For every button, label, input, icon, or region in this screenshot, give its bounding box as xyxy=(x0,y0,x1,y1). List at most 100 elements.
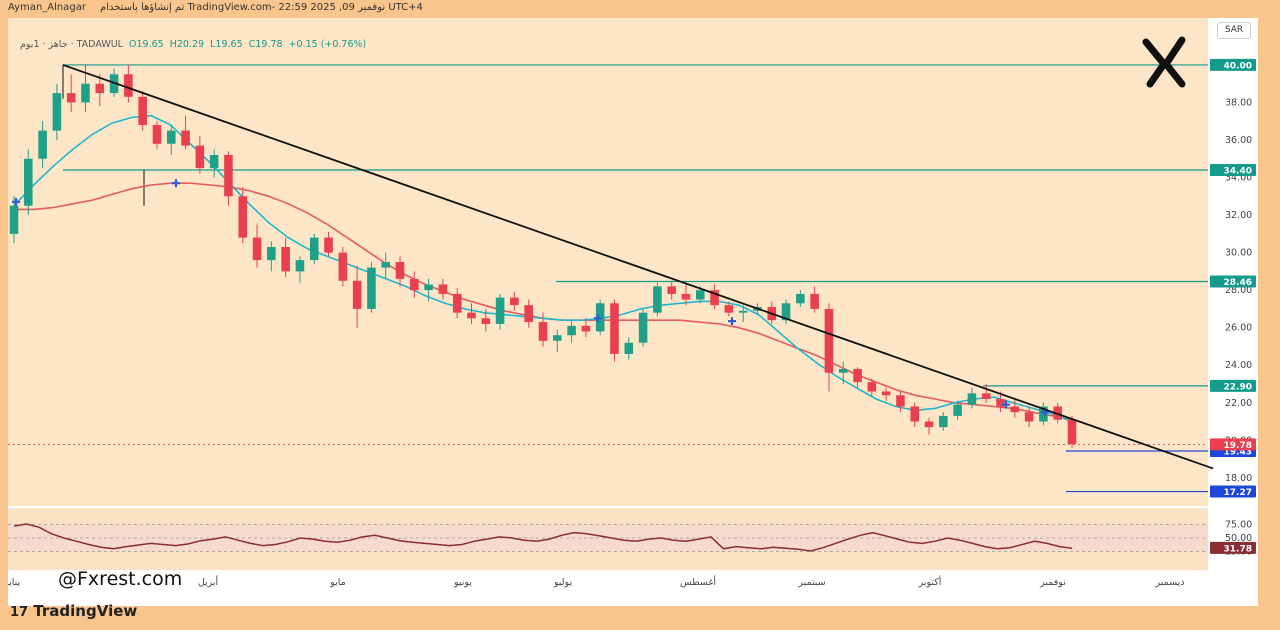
candle xyxy=(238,186,248,244)
candle xyxy=(438,278,448,300)
candle xyxy=(581,318,591,338)
candle xyxy=(52,83,62,140)
x-axis-label: ديسمبر xyxy=(1155,577,1185,588)
candle xyxy=(295,256,305,283)
x-axis-label: مايو xyxy=(329,577,346,588)
candle xyxy=(738,305,748,323)
candle-body xyxy=(781,303,791,321)
candle xyxy=(338,246,348,287)
candle xyxy=(138,91,147,131)
candle xyxy=(209,149,219,178)
candle xyxy=(9,196,19,244)
candle-body xyxy=(424,284,433,291)
candle xyxy=(38,121,47,169)
candle-body xyxy=(281,246,290,272)
x-axis-label: أبريل xyxy=(198,575,219,588)
tradingview-brand: 17 TradingView xyxy=(10,602,137,620)
candle xyxy=(853,367,862,388)
y-tick-label: 30.00 xyxy=(1225,248,1252,259)
candle xyxy=(824,303,834,392)
candle-body xyxy=(238,196,248,238)
candle-body xyxy=(1039,406,1048,422)
candle xyxy=(66,74,76,112)
candle-body xyxy=(567,325,576,336)
candle-body xyxy=(252,237,262,261)
cross-marker xyxy=(594,314,602,323)
candle xyxy=(967,387,977,409)
candle-body xyxy=(1067,419,1077,445)
x-axis-label: نوفمبر xyxy=(1039,577,1066,588)
candle-body xyxy=(438,284,448,294)
candle-body xyxy=(524,305,533,323)
candle-body xyxy=(738,310,748,313)
candle-body xyxy=(810,293,819,309)
price-level-tag xyxy=(1210,164,1256,177)
candle xyxy=(653,282,662,317)
candle xyxy=(567,320,576,343)
candle xyxy=(867,378,877,398)
price-level-label: 34.40 xyxy=(1224,167,1252,177)
candle-body xyxy=(195,145,205,169)
chart-panel[interactable]: 38.00 36.00 34.00 32.00 30.00 28.00 26.00 24.00… xyxy=(8,18,1258,606)
candle xyxy=(896,391,905,413)
candle-body xyxy=(867,382,877,392)
candle-body xyxy=(924,421,934,428)
candle-body xyxy=(410,278,419,291)
symbol-label: جاهز · 1يوم · TADAWUL xyxy=(20,39,123,50)
candle xyxy=(267,241,276,272)
candle-body xyxy=(881,391,891,396)
candle xyxy=(410,271,419,298)
candle xyxy=(524,299,533,328)
candle-body xyxy=(452,293,462,313)
currency-button[interactable]: SAR xyxy=(1217,22,1251,39)
candle-body xyxy=(267,246,276,261)
candle-body xyxy=(295,260,305,272)
price-level-label: 17.27 xyxy=(1224,488,1252,498)
price-level-label: 22.90 xyxy=(1224,382,1252,392)
candle-body xyxy=(624,342,634,354)
candle-body xyxy=(124,74,133,97)
y-tick-label: 28.00 xyxy=(1225,285,1252,296)
cross-marker xyxy=(172,179,180,188)
candle xyxy=(352,265,362,328)
candle-body xyxy=(724,305,734,313)
candle xyxy=(810,286,819,313)
candle xyxy=(1067,415,1077,448)
candle xyxy=(281,237,290,278)
candle xyxy=(710,284,719,309)
candle-body xyxy=(896,395,905,407)
cross-marker xyxy=(728,317,736,326)
price-chart[interactable]: 38.00 36.00 34.00 32.00 30.00 28.00 26.00 24.00… xyxy=(8,18,1258,606)
candle xyxy=(367,262,376,313)
brand-x-logo xyxy=(1142,36,1186,88)
price-level-label: 19.43 xyxy=(1224,448,1252,458)
candle-body xyxy=(653,286,662,313)
last-price-label: 19.78 xyxy=(1224,441,1252,451)
candle-body xyxy=(224,155,233,197)
y-tick-label: 22.00 xyxy=(1225,398,1252,409)
y-tick-label: 36.00 xyxy=(1225,135,1252,146)
price-level-tag xyxy=(1210,58,1256,71)
candle xyxy=(152,121,162,150)
candle-body xyxy=(824,308,834,373)
candle xyxy=(939,412,948,431)
candle xyxy=(538,312,548,347)
y-tick-label: 18.00 xyxy=(1225,473,1252,484)
x-axis-label: أكتوبر xyxy=(918,575,942,588)
candle xyxy=(166,124,176,156)
y-tick-label: 34.00 xyxy=(1225,173,1252,184)
price-level-label: 28.46 xyxy=(1224,278,1252,288)
candle xyxy=(181,115,190,150)
candle xyxy=(981,384,991,403)
change-value: +0.15 (+0.76%) xyxy=(288,39,367,50)
brand-label: TradingView xyxy=(33,602,138,620)
candle xyxy=(624,337,634,360)
candle xyxy=(1010,399,1020,418)
candle-body xyxy=(138,96,147,125)
high-value: H20.29 xyxy=(169,39,205,50)
x-axis-label: يونيو xyxy=(453,577,472,588)
candle-body xyxy=(538,322,548,341)
candle-body xyxy=(95,83,105,94)
published-info: تم إنشاؤها باستخدام TradingView.com- 22:… xyxy=(100,2,423,13)
candle-body xyxy=(209,155,219,169)
